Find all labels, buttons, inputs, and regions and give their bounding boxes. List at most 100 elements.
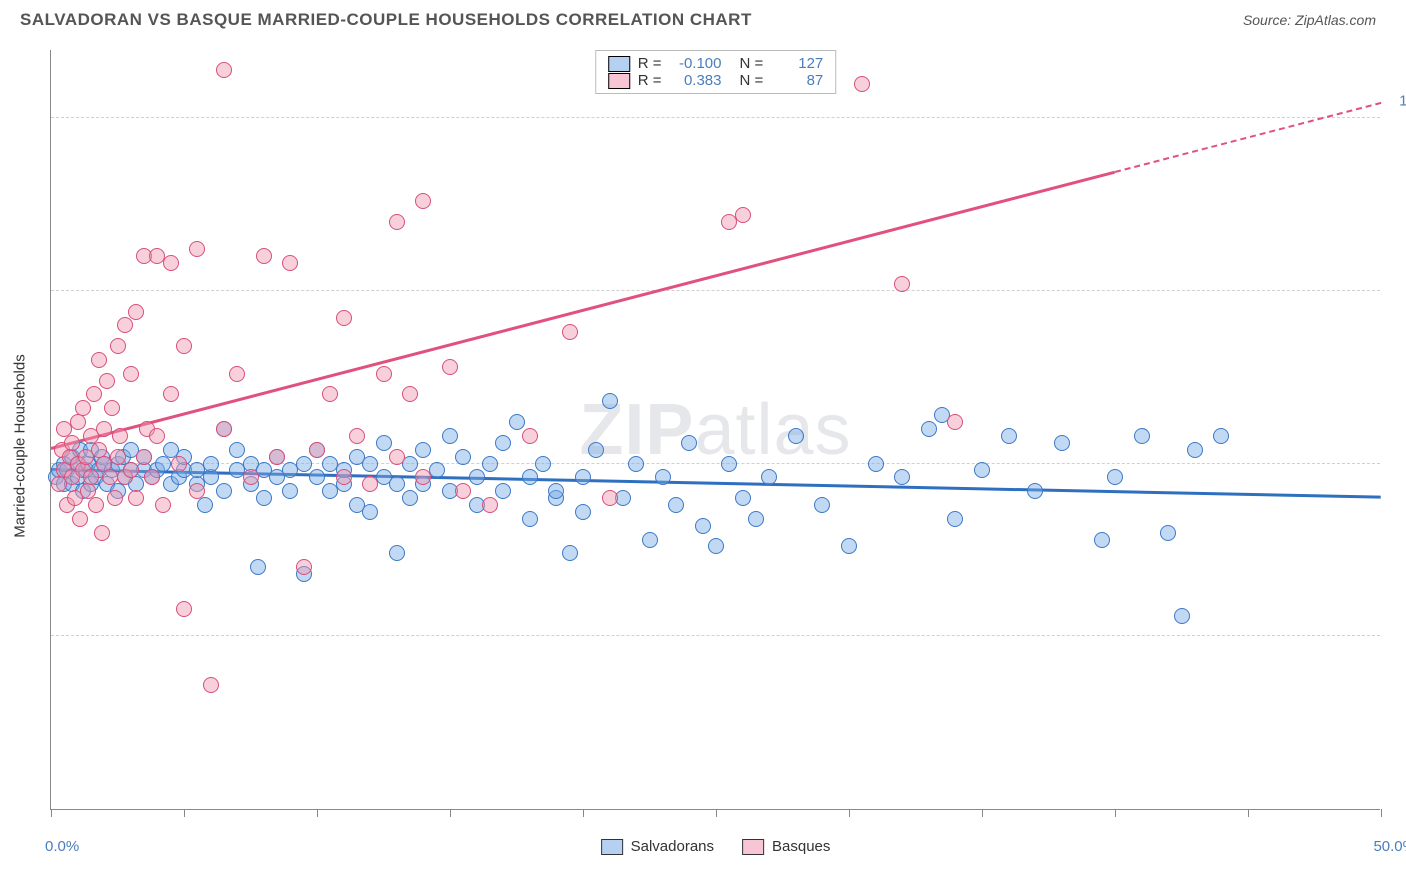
data-point-salvadorans	[575, 504, 591, 520]
data-point-salvadorans	[695, 518, 711, 534]
data-point-basques	[389, 214, 405, 230]
data-point-salvadorans	[522, 469, 538, 485]
y-axis-label: Married-couple Households	[12, 354, 29, 537]
data-point-basques	[203, 677, 219, 693]
data-point-basques	[72, 511, 88, 527]
legend-stats-row: R =0.383N =87	[608, 72, 824, 89]
data-point-salvadorans	[894, 469, 910, 485]
data-point-salvadorans	[721, 456, 737, 472]
data-point-salvadorans	[203, 469, 219, 485]
data-point-basques	[562, 324, 578, 340]
data-point-salvadorans	[788, 428, 804, 444]
trend-line	[1115, 102, 1381, 173]
data-point-salvadorans	[376, 435, 392, 451]
data-point-basques	[269, 449, 285, 465]
legend-stats: R =-0.100N =127R =0.383N =87	[595, 50, 837, 94]
data-point-basques	[243, 469, 259, 485]
legend-n-label: N =	[740, 72, 764, 89]
data-point-salvadorans	[1174, 608, 1190, 624]
data-point-basques	[282, 255, 298, 271]
data-point-basques	[128, 304, 144, 320]
legend-series-label: Salvadorans	[631, 838, 714, 855]
data-point-basques	[336, 469, 352, 485]
data-point-salvadorans	[575, 469, 591, 485]
data-point-basques	[163, 386, 179, 402]
data-point-salvadorans	[442, 428, 458, 444]
legend-n-value: 127	[771, 55, 823, 72]
data-point-salvadorans	[1001, 428, 1017, 444]
data-point-salvadorans	[256, 490, 272, 506]
x-tick	[849, 809, 850, 817]
data-point-basques	[171, 456, 187, 472]
data-point-basques	[296, 559, 312, 575]
data-point-basques	[602, 490, 618, 506]
data-point-basques	[189, 483, 205, 499]
x-tick	[583, 809, 584, 817]
data-point-salvadorans	[362, 456, 378, 472]
data-point-basques	[216, 62, 232, 78]
scatter-chart: ZIPatlas 25.0%50.0%75.0%100.0%0.0%50.0%R…	[50, 50, 1380, 810]
data-point-basques	[70, 414, 86, 430]
data-point-salvadorans	[668, 497, 684, 513]
data-point-basques	[104, 400, 120, 416]
data-point-salvadorans	[841, 538, 857, 554]
data-point-basques	[256, 248, 272, 264]
data-point-salvadorans	[681, 435, 697, 451]
x-axis-min-label: 0.0%	[45, 838, 79, 855]
legend-series-item: Basques	[742, 838, 830, 855]
data-point-salvadorans	[1160, 525, 1176, 541]
data-point-basques	[88, 497, 104, 513]
data-point-salvadorans	[282, 483, 298, 499]
data-point-basques	[155, 497, 171, 513]
data-point-basques	[110, 338, 126, 354]
legend-series: Salvadorans Basques	[601, 838, 831, 855]
x-tick	[51, 809, 52, 817]
legend-series-item: Salvadorans	[601, 838, 714, 855]
data-point-basques	[75, 400, 91, 416]
data-point-salvadorans	[1027, 483, 1043, 499]
y-tick-label: 100.0%	[1399, 93, 1406, 110]
data-point-basques	[117, 317, 133, 333]
data-point-salvadorans	[155, 456, 171, 472]
data-point-salvadorans	[974, 462, 990, 478]
data-point-basques	[107, 490, 123, 506]
data-point-salvadorans	[548, 483, 564, 499]
legend-stats-row: R =-0.100N =127	[608, 55, 824, 72]
data-point-basques	[163, 255, 179, 271]
data-point-salvadorans	[628, 456, 644, 472]
data-point-salvadorans	[735, 490, 751, 506]
data-point-salvadorans	[203, 456, 219, 472]
legend-r-value: -0.100	[670, 55, 722, 72]
data-point-basques	[336, 310, 352, 326]
data-point-basques	[415, 469, 431, 485]
data-point-salvadorans	[588, 442, 604, 458]
data-point-basques	[102, 469, 118, 485]
data-point-salvadorans	[495, 483, 511, 499]
data-point-basques	[149, 428, 165, 444]
x-tick	[317, 809, 318, 817]
trend-line	[51, 171, 1116, 450]
x-axis-max-label: 50.0%	[1373, 838, 1406, 855]
data-point-basques	[309, 442, 325, 458]
data-point-basques	[455, 483, 471, 499]
data-point-basques	[86, 386, 102, 402]
data-point-basques	[349, 428, 365, 444]
data-point-basques	[854, 76, 870, 92]
data-point-basques	[64, 435, 80, 451]
data-point-basques	[229, 366, 245, 382]
data-point-salvadorans	[1107, 469, 1123, 485]
legend-n-label: N =	[740, 55, 764, 72]
data-point-salvadorans	[509, 414, 525, 430]
legend-swatch	[608, 56, 630, 72]
data-point-salvadorans	[229, 442, 245, 458]
data-point-salvadorans	[250, 559, 266, 575]
legend-r-value: 0.383	[670, 72, 722, 89]
grid-line	[51, 117, 1380, 118]
x-tick	[1248, 809, 1249, 817]
data-point-basques	[402, 386, 418, 402]
data-point-basques	[376, 366, 392, 382]
x-tick	[982, 809, 983, 817]
x-tick	[1115, 809, 1116, 817]
legend-series-label: Basques	[772, 838, 830, 855]
data-point-basques	[894, 276, 910, 292]
